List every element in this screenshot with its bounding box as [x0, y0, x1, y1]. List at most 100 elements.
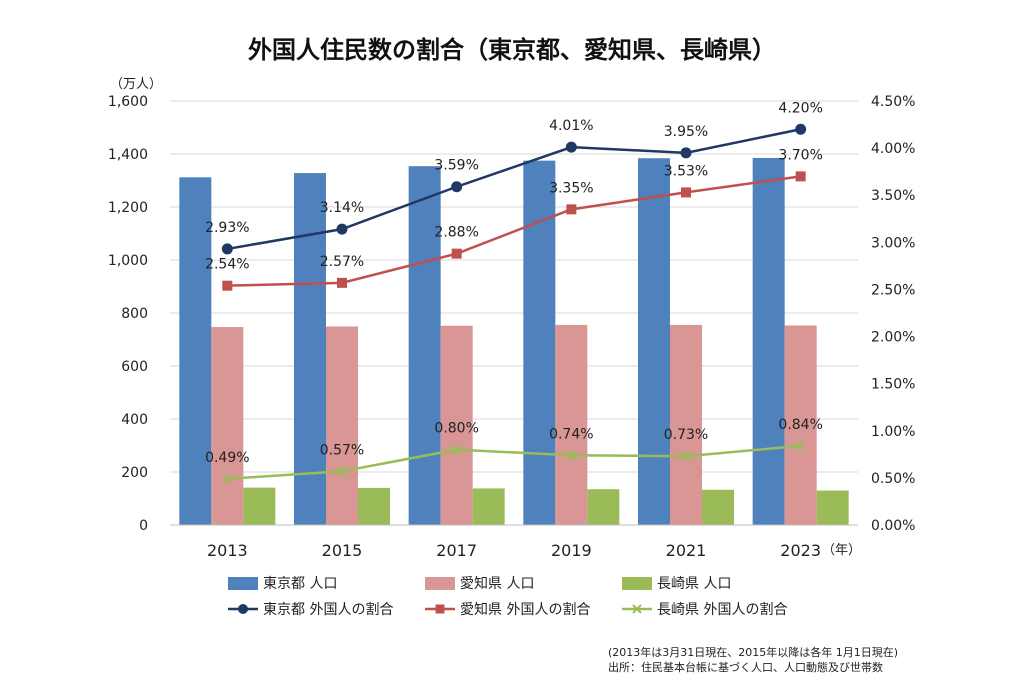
x-tick-label: 2023	[780, 541, 821, 560]
data-label: 2.57%	[320, 254, 364, 270]
bar	[587, 489, 620, 525]
x-tick-label: 2019	[551, 541, 592, 560]
line-point	[681, 187, 691, 198]
x-tick-label: 2021	[666, 541, 707, 560]
data-label: 3.70%	[778, 147, 822, 163]
x-tick-label: 2017	[436, 541, 477, 560]
data-label: 2.88%	[434, 225, 478, 241]
bar	[816, 490, 849, 525]
series-line	[227, 175, 801, 287]
data-labels: 2.93% 3.14% 3.59% 4.01% 3.95% 4.20% 2.54% 2.57%…	[205, 100, 823, 466]
y2-tick-label: 3.50%	[871, 188, 915, 204]
y-tick-label: 0	[139, 518, 148, 534]
y-tick-label: 1,600	[108, 94, 148, 110]
bar	[179, 177, 212, 525]
legend-swatch	[622, 577, 652, 590]
y2-tick-label: 0.00%	[871, 518, 915, 534]
legend-marker	[435, 604, 445, 614]
data-label: 3.35%	[549, 180, 593, 196]
bar	[472, 488, 505, 525]
data-label: 0.80%	[434, 421, 478, 437]
y-tick-label: 1,200	[108, 200, 148, 216]
bar	[523, 160, 556, 525]
legend-label: 愛知県 外国人の割合	[460, 601, 590, 618]
line-point	[337, 277, 347, 288]
y2-tick-label: 1.00%	[871, 424, 915, 440]
bar	[670, 324, 702, 525]
y-tick-label: 1,400	[108, 147, 148, 163]
y-axis-ticks: 0 200 400 600 800 1,000 1,200 1,400 1,600	[108, 94, 148, 534]
line-point	[451, 181, 463, 193]
legend-label: 愛知県 人口	[460, 575, 534, 592]
chart-title: 外国人住民数の割合（東京都、愛知県、長崎県）	[248, 36, 776, 64]
y2-tick-label: 0.50%	[871, 471, 915, 487]
y2-tick-label: 3.00%	[871, 235, 915, 251]
legend-label: 東京都 人口	[263, 576, 337, 592]
source-note-1: (2013年は3月31日現在、2015年以降は各年 1月1日現在)	[608, 645, 898, 659]
x-tick-label: 2013	[207, 541, 248, 560]
x-axis-ticks: 2013 2015 2017 2019 2021 2023	[207, 541, 821, 560]
bar	[784, 325, 817, 525]
bar	[702, 489, 734, 525]
data-label: 3.59%	[434, 158, 478, 174]
y-tick-label: 800	[121, 306, 148, 322]
y-axis-unit-label: （万人）	[110, 77, 162, 92]
line-point	[566, 204, 577, 215]
y-tick-label: 1,000	[108, 253, 148, 269]
lines	[221, 123, 807, 485]
y-tick-label: 400	[121, 412, 148, 428]
y2-tick-label: 4.00%	[871, 141, 915, 157]
bar	[243, 487, 276, 525]
bar	[326, 326, 358, 525]
data-label: 4.20%	[778, 100, 822, 116]
y2-tick-label: 2.50%	[871, 282, 915, 298]
y2-tick-label: 1.50%	[871, 377, 915, 393]
legend-label: 長崎県 人口	[657, 576, 731, 592]
series-line	[227, 444, 801, 481]
legend-marker	[238, 604, 248, 614]
bar	[638, 158, 670, 526]
line-point	[450, 443, 463, 456]
line-point	[222, 280, 233, 291]
data-label: 4.01%	[549, 118, 593, 134]
line-point	[565, 449, 578, 461]
bar	[211, 327, 244, 525]
bars	[179, 157, 849, 526]
legend-swatch	[425, 577, 455, 590]
bar	[440, 325, 473, 525]
line-point	[680, 450, 692, 462]
line-point	[795, 123, 807, 135]
data-label: 0.57%	[320, 442, 364, 458]
data-label: 2.54%	[205, 257, 249, 273]
y2-tick-label: 2.00%	[871, 330, 915, 346]
series-line	[227, 128, 801, 251]
line-point	[795, 171, 806, 182]
line-point	[221, 243, 233, 255]
line-point	[794, 440, 807, 452]
line-point	[336, 465, 348, 478]
bar	[752, 157, 785, 525]
data-label: 3.53%	[664, 163, 708, 179]
data-label: 3.14%	[320, 200, 364, 216]
line-point	[336, 223, 348, 235]
data-label: 0.74%	[549, 426, 593, 442]
bar	[555, 324, 588, 525]
legend-label: 東京都 外国人の割合	[263, 601, 393, 618]
line-point	[451, 248, 462, 259]
data-label: 0.84%	[778, 417, 822, 433]
data-label: 3.95%	[664, 124, 708, 140]
line-point	[221, 473, 234, 485]
line-point	[680, 147, 692, 159]
gridlines	[170, 100, 858, 473]
data-label: 0.49%	[205, 450, 249, 466]
bar	[358, 487, 390, 525]
y-tick-label: 200	[121, 465, 148, 481]
legend-label: 長崎県 外国人の割合	[657, 601, 787, 618]
data-label: 0.73%	[664, 427, 708, 443]
x-tick-label: 2015	[322, 541, 363, 560]
source-note-2: 出所：住民基本台帳に基づく人口、人口動態及び世帯数	[608, 660, 883, 674]
y-tick-label: 600	[121, 359, 148, 375]
